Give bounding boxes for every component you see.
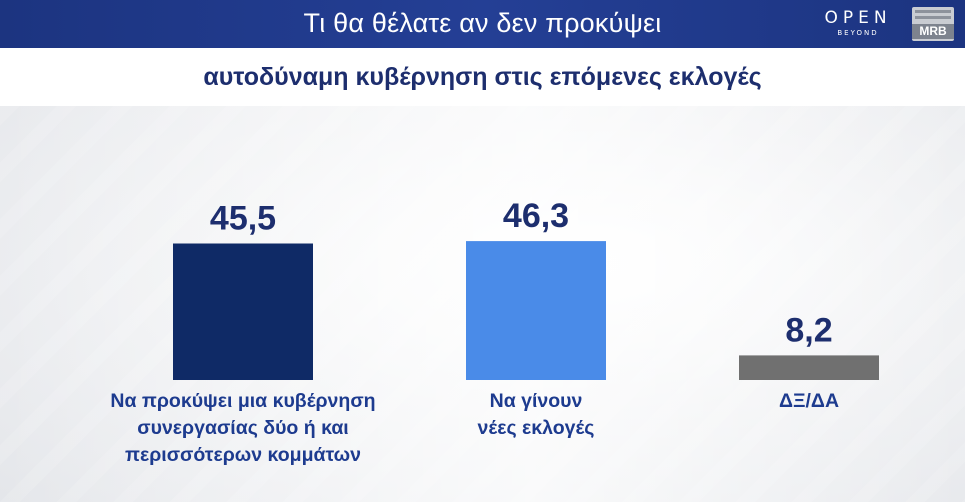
mrb-logo-text: MRB: [912, 24, 954, 39]
open-logo-text: OPEN: [824, 8, 892, 28]
data-label-3: 8,2: [785, 311, 832, 349]
mrb-logo-stripe: [915, 10, 951, 13]
mrb-logo: MRB: [912, 7, 954, 41]
bar-2: [466, 241, 606, 380]
data-label-2: 46,3: [503, 197, 569, 235]
beyond-logo-text: BEYOND: [837, 29, 879, 37]
category-label-1: Να προκύψει μια κυβέρνηση συνεργασίας δύ…: [110, 390, 376, 466]
page-title: Τι θα θέλατε αν δεν προκύψει: [303, 8, 662, 38]
subtitle-band: [0, 48, 965, 106]
bar-3: [739, 355, 879, 380]
chart-subtitle: αυτοδύναμη κυβέρνηση στις επόμενες εκλογ…: [203, 63, 762, 91]
bar-1: [173, 243, 313, 380]
data-label-1: 45,5: [210, 200, 276, 238]
category-label-3: ΔΞ/ΔΑ: [778, 390, 840, 412]
mrb-logo-stripe: [915, 16, 951, 19]
open-beyond-logo: OPEN BEYOND: [818, 8, 898, 42]
category-label-2: Να γίνουν νέες εκλογές: [477, 390, 595, 439]
header-bar: [0, 0, 965, 48]
